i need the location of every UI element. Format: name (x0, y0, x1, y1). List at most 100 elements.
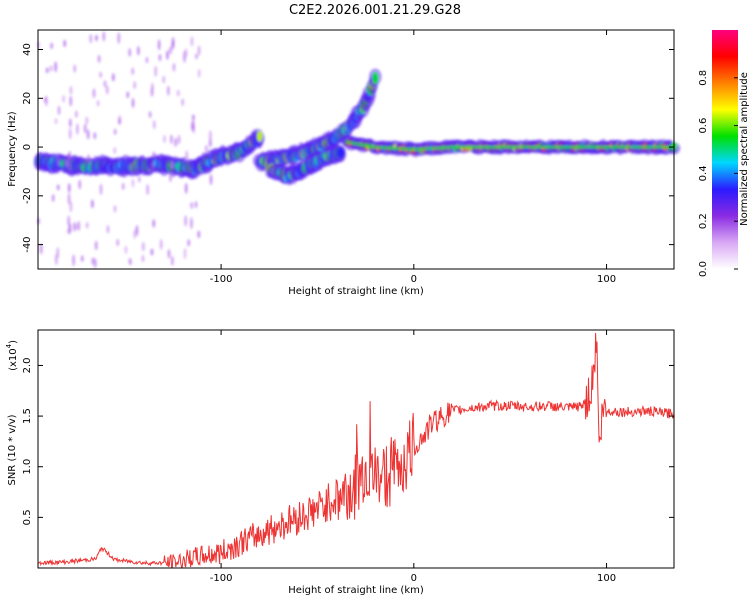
colorbar-label: Normalized spectral amplitude (739, 72, 750, 226)
heatmap-speckle (67, 192, 71, 205)
heatmap-speckle (152, 219, 156, 228)
snr-scale-base: (x104) (5, 340, 19, 371)
heatmap-speckle (170, 255, 174, 266)
heatmap-speckle (94, 34, 98, 42)
heatmap-speckle (146, 183, 150, 196)
colorbar-tick-label: 0.8 (698, 70, 709, 86)
spectrogram-heat (33, 31, 681, 269)
snr-xtick-label: -100 (210, 573, 233, 584)
heatmap-speckle (113, 128, 117, 135)
heatmap-speckle (89, 34, 93, 44)
spectrogram-ytick-label: 40 (22, 43, 33, 56)
heatmap-speckle (93, 132, 97, 140)
heatmap-speckle (190, 201, 194, 209)
heatmap-speckle (128, 47, 132, 57)
heatmap-speckle (74, 223, 78, 231)
spectrogram-ticks: -100 0 100 -40 -20 0 20 40 (22, 30, 674, 285)
heatmap-speckle (181, 98, 185, 106)
heatmap-speckle (77, 220, 81, 232)
snr-scale-label: (x104) (5, 340, 19, 371)
heatmap-speckle (157, 39, 161, 51)
heatmap-speckle (148, 111, 152, 119)
spectrogram-xtick-label: -100 (210, 274, 233, 285)
heatmap-speckle (69, 95, 73, 107)
heatmap-speckle (49, 65, 53, 72)
spectrogram-ytick-label: 0 (22, 144, 33, 150)
heatmap-speckle (131, 97, 135, 109)
heatmap-speckle (208, 130, 212, 143)
heatmap-speckle (105, 85, 109, 95)
heatmap-speckle (86, 129, 90, 140)
heatmap-speckle (103, 80, 107, 88)
heatmap-speckle (99, 183, 103, 196)
heatmap-speckle (65, 158, 69, 168)
heatmap-speckle (56, 247, 60, 259)
colorbar-tick-label: 0.2 (698, 213, 709, 229)
heatmap-speckle (68, 128, 72, 140)
heatmap-speckle (56, 156, 60, 167)
heatmap-speckle (150, 248, 154, 256)
figure-title: C2E2.2026.001.21.29.G28 (289, 3, 461, 18)
heatmap-speckle (50, 42, 54, 50)
spectrogram-ylabel: Frequency (Hz) (7, 111, 18, 187)
heatmap-speckle (56, 184, 60, 191)
snr-ylabel: SNR (10 * v/v) (7, 414, 18, 485)
heatmap-speckle (185, 150, 189, 162)
heatmap-speckle (197, 45, 201, 56)
heatmap-speckle (117, 117, 121, 125)
heatmap-speckle (113, 205, 117, 213)
spectrogram-ytick-label: -40 (22, 236, 33, 252)
heatmap-speckle (177, 134, 181, 145)
snr-ytick-label: 2.0 (22, 357, 33, 373)
spectrogram-xtick-label: 100 (597, 274, 616, 285)
heatmap-speckle (190, 36, 194, 47)
heatmap-speckle (194, 200, 198, 209)
heatmap-speckle (169, 46, 173, 55)
heatmap-speckle (99, 71, 103, 78)
heatmap-speckle (170, 160, 174, 170)
heatmap-speckle (162, 75, 166, 84)
heatmap-speckle (91, 257, 95, 265)
spectrogram-ytick-label: -20 (22, 188, 33, 204)
colorbar-scale (712, 30, 738, 269)
heatmap-speckle (158, 54, 162, 62)
heatmap-speckle (194, 53, 198, 60)
heatmap-speckle (39, 243, 43, 255)
heatmap-speckle (189, 217, 193, 230)
heatmap-speckle (85, 222, 89, 229)
heatmap-speckle (159, 239, 163, 250)
heatmap-cell (336, 147, 345, 159)
colorbar-tick-label: 0.0 (698, 261, 709, 277)
heatmap-speckle (90, 199, 94, 209)
heatmap-speckle (69, 85, 73, 95)
heatmap-speckle (92, 88, 96, 99)
heatmap-speckle (187, 239, 191, 247)
heatmap-speckle (51, 194, 55, 203)
heatmap-speckle (68, 160, 72, 172)
heatmap-speckle (131, 178, 135, 188)
colorbar-tick-label: 0.6 (698, 118, 709, 134)
heatmap-speckle (171, 41, 175, 50)
snr-series-line (37, 332, 675, 568)
heatmap-speckle (124, 245, 128, 254)
heatmap-speckle (131, 67, 135, 75)
heatmap-speckle (116, 238, 120, 247)
heatmap-speckle (183, 247, 187, 260)
heatmap-speckle (191, 119, 195, 131)
heatmap-speckle (102, 31, 106, 42)
heatmap-cell (256, 130, 263, 142)
heatmap-speckle (169, 171, 173, 183)
heatmap-speckle (166, 85, 170, 96)
colorbar-tick-label: 0.4 (698, 165, 709, 181)
snr-ytick-label: 1.5 (22, 408, 33, 424)
heatmap-flat-core (346, 141, 674, 151)
heatmap-speckle (133, 81, 137, 90)
heatmap-speckle (126, 91, 130, 99)
heatmap-speckle (93, 258, 97, 269)
heatmap-speckle (176, 89, 180, 97)
heatmap-speckle (73, 64, 77, 73)
heatmap-speckle (184, 182, 188, 194)
heatmap-speckle (78, 179, 82, 190)
heatmap-speckle (62, 94, 66, 103)
spectrogram-frame (37, 29, 675, 270)
